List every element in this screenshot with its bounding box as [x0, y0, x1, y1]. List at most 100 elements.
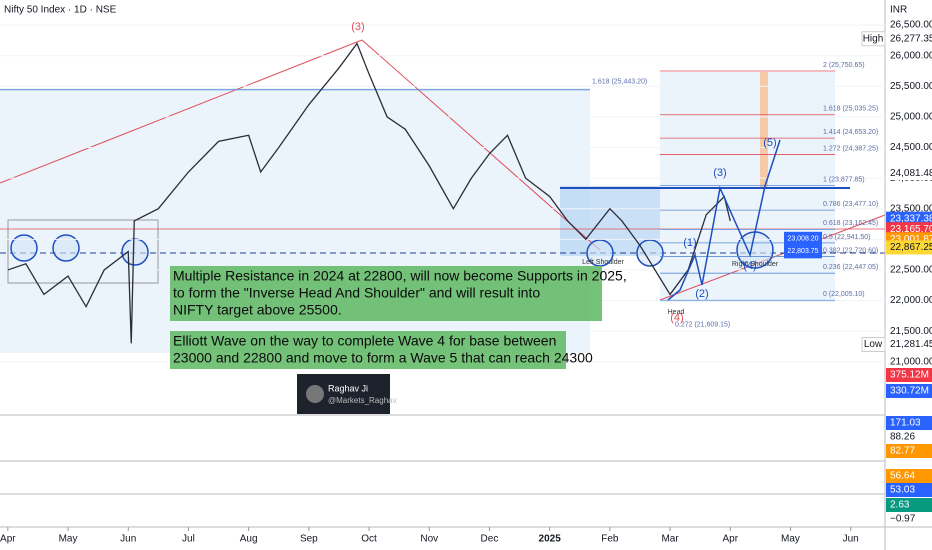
- x-tick-label: Oct: [361, 534, 377, 545]
- annotation-text: 23000 and 22800 and move to form a Wave …: [173, 350, 593, 366]
- x-tick-label: Aug: [240, 534, 258, 545]
- indicator-badge: [886, 469, 932, 483]
- price-badge: [886, 211, 932, 226]
- x-tick-label: Jun: [843, 534, 859, 545]
- indicator-badge-label: 88.26: [890, 432, 915, 443]
- fib-label: 1.414 (24,653.20): [823, 129, 878, 136]
- annotation-box: [170, 266, 602, 321]
- volume-badge-label: 375.12M: [890, 370, 929, 381]
- wave-label: (2): [695, 288, 708, 300]
- price-line: [7, 42, 731, 344]
- tag-label: High: [863, 33, 884, 44]
- fib-label: 1.618 (25,443.20): [592, 79, 647, 86]
- indicator-badge-label: 2.63: [890, 500, 910, 511]
- price-badge-label: 21,281.45: [890, 339, 932, 350]
- fib-label: 1.272 (24,387.25): [823, 145, 878, 152]
- fib-label: 0 (22,005.10): [823, 291, 865, 298]
- fib-label: 0.382 (22,720.60): [823, 247, 878, 254]
- y-tick-label: 26,000.00: [890, 50, 932, 61]
- x-tick-label: May: [59, 534, 78, 545]
- wave-label: (4): [670, 312, 683, 324]
- indicator-badge-label: 56.64: [890, 471, 915, 482]
- tag-box: [861, 31, 886, 47]
- x-tick-label: Dec: [481, 534, 499, 545]
- fib-label: 0.786 (23,477.10): [823, 201, 878, 208]
- y-tick-label: 21,000.00: [890, 356, 932, 367]
- wave-label: (3): [351, 21, 364, 33]
- fib-label: 0.236 (22,447.05): [823, 264, 878, 271]
- y-tick-label: 23,500.00: [890, 203, 932, 214]
- price-badge-label: 23,001.87: [890, 234, 932, 245]
- wave-label: (1): [683, 237, 696, 249]
- volume-badge: [886, 368, 932, 382]
- pattern-label: Head: [668, 309, 685, 316]
- target-bar: [760, 72, 768, 187]
- x-tick-label: 2025: [539, 534, 562, 545]
- wave-path: [667, 139, 781, 301]
- wave-label: (4): [743, 260, 756, 272]
- pattern-label: Right Shoulder: [732, 261, 779, 268]
- indicator-badge: [886, 444, 932, 458]
- volume-badge: [886, 384, 932, 398]
- price-badge-label: 24,081.48: [890, 168, 932, 179]
- price-badge-label: 26,277.35: [890, 33, 932, 44]
- price-badge: [886, 337, 932, 352]
- indicator-badge-label: −0.97: [890, 514, 916, 525]
- range-box: [7, 219, 159, 284]
- price-tag: [784, 231, 822, 246]
- currency: INR: [890, 5, 907, 16]
- fib-label: 0.618 (23,162.45): [823, 220, 878, 227]
- annotation-text: Elliott Wave on the way to complete Wave…: [173, 333, 556, 349]
- x-tick-label: May: [781, 534, 800, 545]
- price-badge-label: 23,165.70: [890, 224, 932, 235]
- wave-label: (3): [713, 167, 726, 179]
- x-tick-label: Apr: [722, 534, 738, 545]
- y-tick-label: 22,000.00: [890, 295, 932, 306]
- indicator-badge-label: 171.03: [890, 418, 921, 429]
- y-tick-label: 24,500.00: [890, 142, 932, 153]
- y-tick-label: 25,000.00: [890, 112, 932, 123]
- price-tag-label: 22,803.75: [787, 248, 818, 255]
- fib-label: 0.5 (22,941.50): [823, 234, 870, 241]
- y-tick-label: 21,500.00: [890, 326, 932, 337]
- x-tick-label: Jun: [120, 534, 136, 545]
- x-tick-label: Feb: [601, 534, 619, 545]
- tag-box: [861, 337, 886, 353]
- author-handle: @Markets_Raghav: [328, 396, 397, 405]
- x-tick-label: Mar: [661, 534, 679, 545]
- price-badge: [886, 240, 932, 255]
- fib-label: 1.618 (25,035.25): [823, 106, 878, 113]
- chart-title: Nifty 50 Index · 1D · NSE: [4, 5, 117, 16]
- indicator-badge: [886, 512, 932, 526]
- price-tag: [784, 244, 822, 259]
- annotation-text: Multiple Resistance in 2024 at 22800, wi…: [173, 268, 627, 284]
- x-tick-label: Sep: [300, 534, 318, 545]
- trend-line: [0, 39, 363, 184]
- avatar: [306, 385, 324, 403]
- y-tick-label: 26,500.00: [890, 20, 932, 31]
- price-badge-label: 23,337.38: [890, 213, 932, 224]
- wave-label: (5): [763, 137, 776, 149]
- circle: [636, 239, 664, 267]
- indicator-badge: [886, 498, 932, 512]
- indicator-badge-label: 82.77: [890, 446, 915, 457]
- annotation-box: [170, 331, 566, 369]
- annotation-text: NIFTY target above 25500.: [173, 302, 342, 318]
- fib-label: 1 (23,877.85): [823, 176, 865, 183]
- markers: [10, 231, 774, 269]
- circle: [121, 238, 149, 266]
- price-badge-label: 22,867.25: [890, 242, 932, 253]
- price-badge: [886, 31, 932, 46]
- trend-line: [361, 39, 601, 251]
- author-name: Raghav Ji: [328, 383, 368, 393]
- indicator-badge: [886, 483, 932, 497]
- pattern-label: Left Shoulder: [582, 259, 624, 266]
- fib-label: 2 (25,750.65): [823, 62, 865, 69]
- tag-label: Low: [864, 339, 883, 350]
- indicator-badge-label: 53.03: [890, 485, 915, 496]
- indicator-badge: [886, 430, 932, 444]
- circle: [10, 234, 38, 262]
- circle: [52, 234, 80, 262]
- y-tick-label: 25,500.00: [890, 81, 932, 92]
